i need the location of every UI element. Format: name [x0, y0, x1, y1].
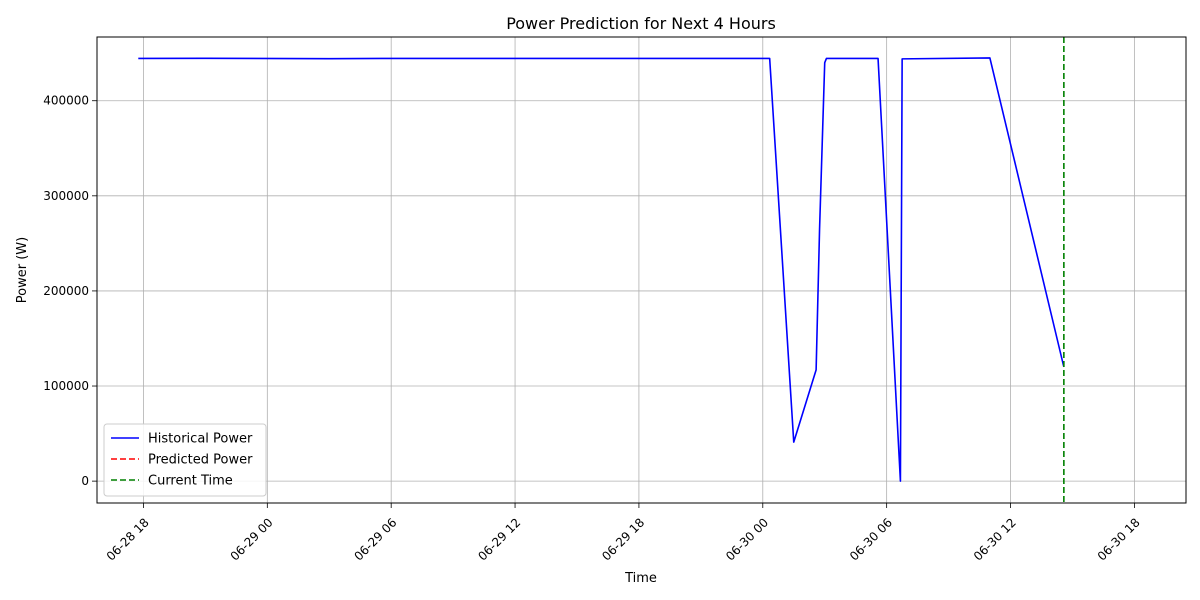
legend: Historical Power Predicted Power Current T… — [103, 423, 267, 497]
x-axis-label: Time — [624, 571, 657, 586]
legend-label: Predicted Power — [148, 453, 253, 468]
grid-lines — [97, 37, 1186, 503]
legend-label: Current Time — [148, 474, 233, 489]
series-line — [138, 57, 1065, 482]
y-tick-label: 200000 — [43, 284, 89, 298]
y-tick-label: 100000 — [43, 379, 89, 393]
y-tick-label: 400000 — [43, 94, 89, 108]
y-tick-label: 0 — [81, 474, 89, 488]
legend-label: Historical Power — [148, 432, 253, 447]
plot-frame — [96, 36, 1187, 504]
series-layer — [138, 57, 1065, 482]
y-axis-label: Power (W) — [15, 237, 30, 303]
y-axis-ticks: 0 100000 200000 300000 400000 — [43, 94, 97, 488]
legend-box — [103, 423, 267, 497]
y-tick-label: 300000 — [43, 189, 89, 203]
chart-title: Power Prediction for Next 4 Hours — [506, 14, 776, 33]
